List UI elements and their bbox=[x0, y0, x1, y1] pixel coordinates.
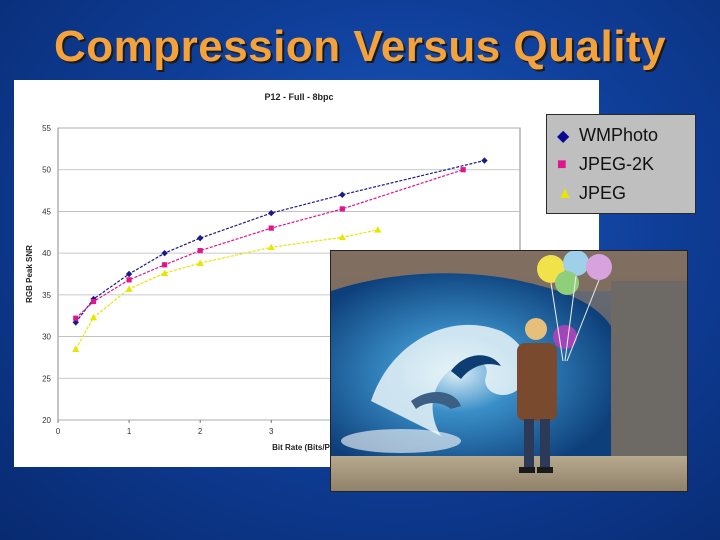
series-line-wmphoto bbox=[75, 159, 485, 323]
legend-label: JPEG-2K bbox=[579, 154, 655, 174]
data-point bbox=[125, 270, 133, 278]
legend-label: WMPhoto bbox=[579, 125, 659, 145]
legend-item-jpeg: ▲ JPEG bbox=[557, 179, 685, 208]
legend-item-jpeg2k: ■ JPEG-2K bbox=[557, 150, 685, 179]
data-point bbox=[73, 315, 79, 321]
triangle-marker-icon: ▲ bbox=[557, 184, 573, 202]
y-tick-label: 40 bbox=[42, 249, 51, 258]
data-point bbox=[196, 259, 204, 267]
data-point bbox=[268, 209, 275, 217]
data-point bbox=[267, 243, 275, 251]
square-marker-icon: ■ bbox=[557, 155, 567, 173]
x-tick-label: 2 bbox=[198, 427, 203, 436]
y-tick-label: 50 bbox=[42, 166, 51, 175]
data-point bbox=[460, 167, 466, 173]
data-point bbox=[161, 249, 168, 257]
diamond-marker-icon: ◆ bbox=[557, 127, 570, 145]
mural-photo-illustration bbox=[331, 251, 687, 491]
data-point bbox=[125, 285, 133, 292]
legend-label: JPEG bbox=[579, 183, 627, 203]
series-line-jpeg-2k bbox=[75, 169, 464, 319]
data-point bbox=[197, 248, 203, 254]
slide-title: Compression Versus Quality bbox=[53, 22, 667, 71]
y-tick-label: 45 bbox=[42, 207, 51, 216]
data-point bbox=[338, 233, 346, 241]
x-tick-label: 0 bbox=[56, 427, 61, 436]
data-point bbox=[89, 313, 98, 321]
series-line-jpeg bbox=[75, 229, 378, 350]
y-tick-label: 25 bbox=[42, 374, 51, 383]
data-point bbox=[161, 269, 169, 277]
y-axis-label: RGB Peak SNR bbox=[25, 245, 34, 303]
sample-photo bbox=[330, 250, 688, 492]
data-point bbox=[481, 157, 488, 164]
data-point bbox=[339, 206, 345, 212]
data-point bbox=[72, 345, 80, 352]
data-point bbox=[90, 298, 97, 305]
x-tick-label: 1 bbox=[127, 427, 132, 436]
legend-item-wmphoto: ◆ WMPhoto bbox=[557, 121, 685, 150]
data-point bbox=[196, 234, 204, 242]
data-point bbox=[162, 262, 168, 268]
x-axis-label: Bit Rate (Bits/Pixel) bbox=[272, 443, 346, 452]
data-point bbox=[126, 277, 132, 283]
data-point bbox=[374, 226, 382, 233]
data-point bbox=[339, 191, 346, 198]
chart-title: P12 - Full - 8bpc bbox=[264, 92, 333, 102]
y-tick-label: 20 bbox=[42, 416, 51, 425]
y-tick-label: 30 bbox=[42, 333, 51, 342]
legend: ◆ WMPhoto ■ JPEG-2K ▲ JPEG bbox=[546, 114, 696, 214]
y-tick-label: 55 bbox=[42, 124, 51, 133]
data-point bbox=[268, 225, 274, 231]
x-tick-label: 3 bbox=[269, 427, 274, 436]
y-tick-label: 35 bbox=[42, 291, 51, 300]
